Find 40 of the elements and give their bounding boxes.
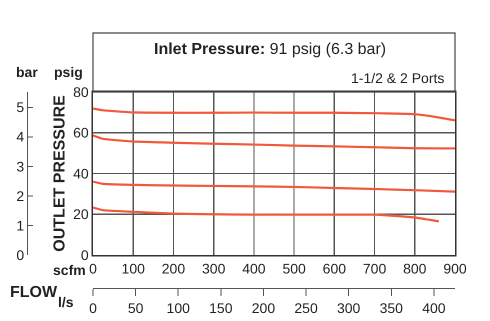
text: FLOW xyxy=(10,284,58,301)
x-tick-label: 200 xyxy=(162,260,186,276)
chart-title: Inlet Pressure: 91 psig (6.3 bar) xyxy=(154,41,386,58)
x-tick-label: 900 xyxy=(443,260,467,276)
x-tick-label: 700 xyxy=(362,260,386,276)
x-tick-label: 500 xyxy=(282,260,306,276)
line-series xyxy=(93,206,440,222)
x2-tick-label: 100 xyxy=(166,300,190,316)
line-series xyxy=(93,134,455,150)
text: psig xyxy=(54,64,83,80)
x2-tick-label: 400 xyxy=(422,300,446,316)
x2-tick-label: 250 xyxy=(294,300,318,316)
x-axis-title: scfm xyxy=(53,262,86,278)
line-series xyxy=(93,107,455,122)
y-tick-label: 40 xyxy=(73,165,89,182)
x2-tick-label: 50 xyxy=(128,300,144,316)
x2-axis-title: l/s xyxy=(58,294,74,310)
x-tick-label: 800 xyxy=(403,260,427,276)
x2-tick-label: 150 xyxy=(209,300,233,316)
x-tick-label: 400 xyxy=(242,260,266,276)
y-axis-title: OUTLET PRESSURE xyxy=(51,94,68,252)
x-tick-label: 600 xyxy=(322,260,346,276)
y2-tick-label: 5 xyxy=(16,99,24,116)
x-tick-label: 100 xyxy=(122,260,146,276)
y-tick-label: 0 xyxy=(80,246,89,263)
y2-axis-title: bar xyxy=(16,64,38,80)
chart-subtitle: 1-1/2 & 2 Ports xyxy=(351,70,444,86)
x2-tick-label: 300 xyxy=(336,300,361,316)
y2-tick-label: 0 xyxy=(16,246,24,263)
y-tick-label: 60 xyxy=(73,124,89,141)
y2-tick-label: 4 xyxy=(16,128,24,145)
line-series xyxy=(93,180,455,193)
y2-tick-label: 1 xyxy=(16,217,24,234)
y2-tick-label: 2 xyxy=(16,188,24,204)
y2-tick-label: 3 xyxy=(16,158,24,174)
x2-tick-label: 200 xyxy=(252,300,276,316)
y-tick-label: 80 xyxy=(73,84,89,100)
y-tick-label: 20 xyxy=(73,206,89,222)
x2-tick-label: 350 xyxy=(380,300,404,316)
x-tick-label: 300 xyxy=(202,260,226,276)
